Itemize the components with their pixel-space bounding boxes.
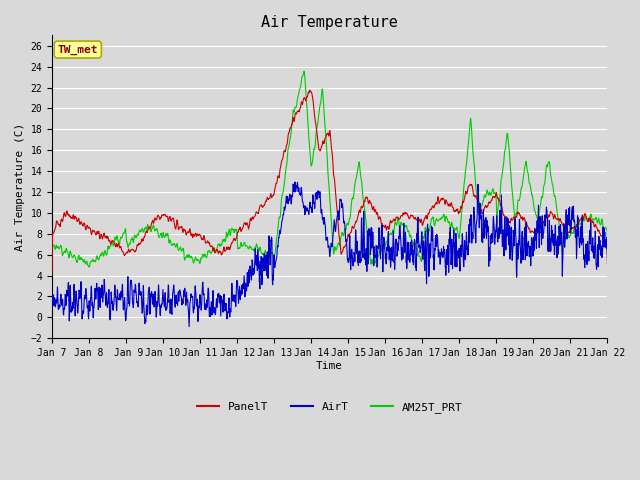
X-axis label: Time: Time [316,361,343,371]
Y-axis label: Air Temperature (C): Air Temperature (C) [15,123,25,251]
Title: Air Temperature: Air Temperature [261,15,398,30]
Text: TW_met: TW_met [58,45,98,55]
Legend: PanelT, AirT, AM25T_PRT: PanelT, AirT, AM25T_PRT [192,398,467,418]
